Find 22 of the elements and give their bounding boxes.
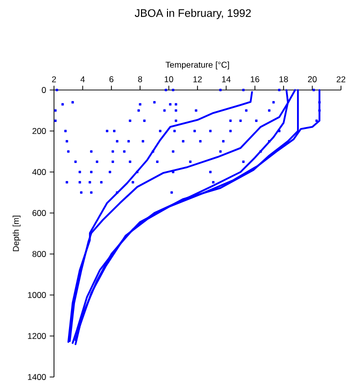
x-tick-label: 2 — [52, 76, 56, 82]
y-axis-title: Depth [m] — [12, 216, 21, 252]
x-axis-title: Temperature [°C] — [166, 62, 229, 70]
y-tick-label: 600 — [32, 210, 46, 216]
y-tick-label: 1400 — [28, 374, 46, 380]
x-tick-label: 12 — [193, 76, 202, 82]
x-tick-label: 22 — [336, 76, 346, 82]
x-tick-label: 10 — [164, 76, 174, 82]
y-tick-label: 1000 — [28, 292, 46, 298]
x-tick-label: 6 — [109, 76, 114, 82]
x-tick-label: 18 — [280, 76, 288, 82]
y-tick-label: 200 — [32, 128, 46, 134]
x-tick-label: 14 — [222, 76, 231, 82]
x-tick-label: 16 — [250, 76, 260, 82]
x-tick-label: 4 — [80, 76, 85, 82]
y-tick-label: 1200 — [28, 333, 46, 339]
y-tick-label: 400 — [32, 169, 46, 175]
x-tick-label: 8 — [138, 76, 142, 82]
x-tick-label: 20 — [308, 76, 317, 82]
chart-title: JBOA in February, 1992 — [134, 8, 251, 20]
y-tick-label: 0 — [42, 87, 46, 93]
y-tick-label: 800 — [32, 251, 46, 257]
